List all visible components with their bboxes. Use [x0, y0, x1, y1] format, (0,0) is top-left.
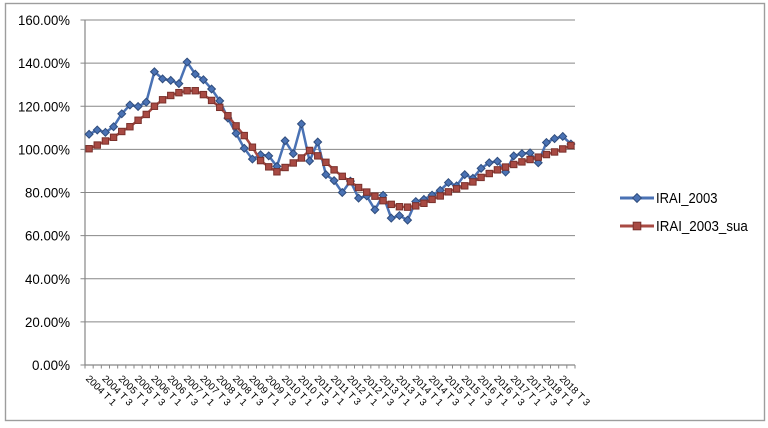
svg-text:0.00%: 0.00% [32, 357, 70, 373]
svg-text:120.00%: 120.00% [18, 98, 70, 114]
svg-text:IRAI_2003: IRAI_2003 [656, 191, 718, 207]
svg-text:80.00%: 80.00% [25, 185, 70, 201]
svg-text:140.00%: 140.00% [18, 55, 70, 71]
svg-text:40.00%: 40.00% [25, 271, 70, 287]
svg-text:IRAI_2003_sua: IRAI_2003_sua [656, 219, 749, 235]
svg-text:160.00%: 160.00% [18, 12, 70, 28]
svg-text:60.00%: 60.00% [25, 228, 70, 244]
svg-text:20.00%: 20.00% [25, 314, 70, 330]
svg-text:100.00%: 100.00% [18, 141, 70, 157]
